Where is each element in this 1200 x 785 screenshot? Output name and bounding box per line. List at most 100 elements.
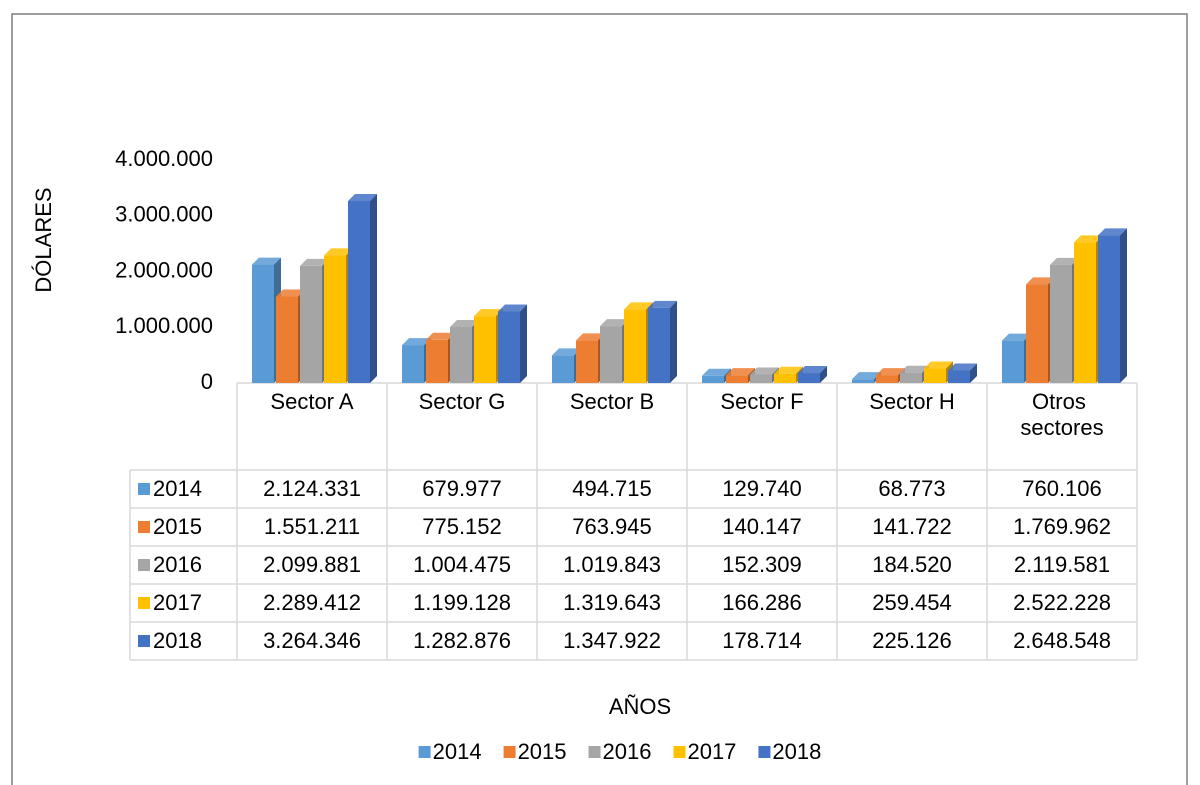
- category-label: Sector F: [720, 389, 803, 414]
- legend-label: 2018: [772, 739, 821, 764]
- bar-top: [876, 368, 905, 376]
- table-value: 166.286: [722, 590, 802, 615]
- table-value: 2.289.412: [263, 590, 361, 615]
- table-legend-key: [138, 521, 150, 533]
- table-value: 225.126: [872, 628, 952, 653]
- table-series-label: 2014: [153, 476, 202, 501]
- table-value: 763.945: [572, 514, 652, 539]
- category-label: Sector H: [869, 389, 955, 414]
- bar-top: [624, 302, 653, 310]
- bar-side: [820, 366, 827, 383]
- bar-top: [402, 338, 431, 346]
- bar-top: [648, 300, 677, 308]
- bar-top: [300, 258, 329, 266]
- x-axis-title: AÑOS: [609, 694, 671, 719]
- legend-label: 2014: [433, 739, 482, 764]
- bar: [474, 316, 496, 383]
- bar: [348, 201, 370, 383]
- bar: [1026, 284, 1048, 383]
- bar-top: [798, 366, 827, 374]
- bar: [702, 375, 724, 383]
- bar-top: [324, 248, 353, 256]
- table-value: 2.119.581: [1014, 552, 1110, 577]
- bar-top: [600, 319, 629, 327]
- bar: [798, 373, 820, 383]
- table-value: 141.722: [872, 514, 952, 539]
- table-value: 1.551.211: [264, 514, 360, 539]
- table-value: 129.740: [722, 476, 802, 501]
- y-tick-label: 4.000.000: [115, 146, 213, 171]
- table-legend-key: [138, 597, 150, 609]
- bar: [252, 264, 274, 383]
- bar: [948, 370, 970, 383]
- bar-top: [750, 367, 779, 375]
- category-label: Sector A: [270, 389, 353, 414]
- chart-frame: [11, 13, 1188, 785]
- bar-top: [348, 194, 377, 202]
- bar-top: [1074, 235, 1103, 243]
- bar-top: [900, 365, 929, 373]
- y-tick-label: 2.000.000: [115, 257, 213, 282]
- bar-top: [252, 257, 281, 265]
- table-value: 178.714: [722, 628, 802, 653]
- table-value: 1.347.922: [563, 628, 661, 653]
- bar: [576, 340, 598, 383]
- table-value: 494.715: [572, 476, 652, 501]
- bar: [498, 311, 520, 383]
- bar-top: [552, 348, 581, 356]
- bar: [600, 326, 622, 383]
- bar-top: [276, 289, 305, 297]
- table-value: 1.282.876: [413, 628, 511, 653]
- table-value: 2.648.548: [1013, 628, 1111, 653]
- table-value: 68.773: [878, 476, 945, 501]
- y-tick-label: 1.000.000: [115, 313, 213, 338]
- bar: [1074, 242, 1096, 383]
- table-value: 1.004.475: [413, 552, 511, 577]
- bar: [276, 296, 298, 383]
- bar: [1050, 264, 1072, 383]
- table-value: 3.264.346: [263, 628, 361, 653]
- bar-side: [1120, 228, 1127, 383]
- table-value: 775.152: [422, 514, 502, 539]
- bar: [774, 373, 796, 383]
- table-value: 1.019.843: [563, 552, 661, 577]
- bar: [300, 265, 322, 383]
- legend-key: [418, 746, 431, 758]
- table-value: 2.124.331: [263, 476, 361, 501]
- legend-label: 2016: [603, 739, 652, 764]
- bar-side: [670, 300, 677, 383]
- legend-key: [503, 746, 516, 758]
- table-series-label: 2017: [153, 590, 202, 615]
- table-value: 259.454: [872, 590, 952, 615]
- bar: [726, 375, 748, 383]
- category-label: Sector G: [419, 389, 506, 414]
- category-label: Otros sectores: [1020, 389, 1103, 440]
- bar-side: [970, 363, 977, 383]
- bar-side: [370, 194, 377, 383]
- y-axis-title: DÓLARES: [31, 187, 56, 292]
- legend-key: [588, 746, 601, 758]
- legend-key: [673, 746, 686, 758]
- bar: [648, 307, 670, 383]
- bar-side: [520, 304, 527, 383]
- bar-top: [1002, 333, 1031, 341]
- table-value: 760.106: [1022, 476, 1102, 501]
- bar-top: [774, 366, 803, 374]
- bar: [450, 327, 472, 383]
- table-value: 679.977: [422, 476, 502, 501]
- legend-label: 2017: [687, 739, 736, 764]
- legend-label: 2015: [518, 739, 567, 764]
- table-legend-key: [138, 559, 150, 571]
- bar: [1002, 340, 1024, 383]
- bar: [324, 255, 346, 383]
- legend: 2014 2015 2016 2017 2018: [418, 739, 821, 764]
- category-label: Sector B: [570, 389, 654, 414]
- table-value: 1.199.128: [413, 590, 511, 615]
- table-value: 184.520: [872, 552, 952, 577]
- bar-top: [702, 368, 731, 376]
- bar-top: [726, 368, 755, 376]
- bar-top: [1026, 277, 1055, 285]
- table-value: 140.147: [722, 514, 802, 539]
- bar: [876, 375, 898, 383]
